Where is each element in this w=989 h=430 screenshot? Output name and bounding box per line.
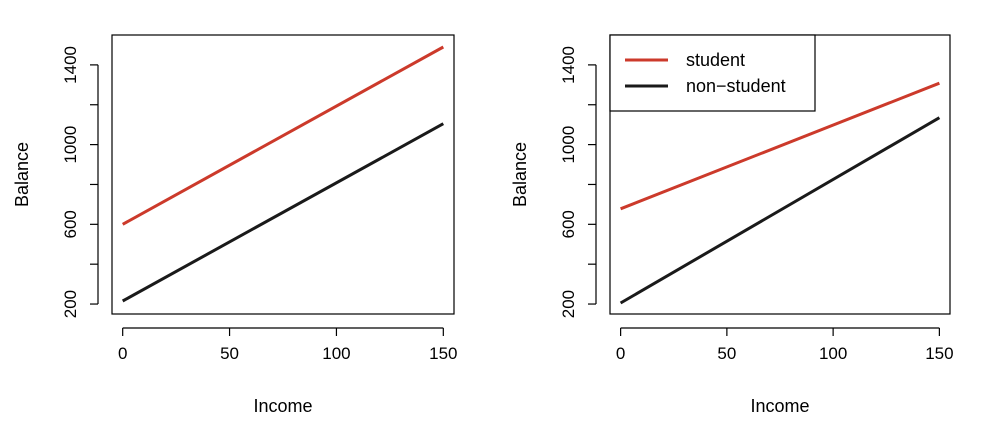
series-line-non-student [619,116,941,305]
y-tick-label: 600 [61,210,80,238]
legend-label: non−student [686,76,786,96]
x-tick-label: 0 [616,344,625,363]
x-tick-label: 100 [322,344,350,363]
x-tick-label: 100 [819,344,847,363]
x-tick-label: 150 [925,344,953,363]
x-tick-label: 50 [220,344,239,363]
x-tick-label: 50 [717,344,736,363]
x-tick-label: 0 [118,344,127,363]
x-axis-title: Income [253,396,312,416]
plot-frame [111,34,455,315]
y-tick-label: 200 [559,290,578,318]
series-line-red [121,45,445,226]
x-axis: 0 50 100 150 [118,327,458,363]
x-tick-label: 150 [429,344,457,363]
series-line-black [121,122,445,303]
x-axis: 0 50 100 150 [616,327,954,363]
right-panel: 0 50 100 150 200 600 1000 1400 Income Balance stud… [510,34,954,416]
y-tick-label: 1400 [559,46,578,84]
y-axis-title: Balance [12,142,32,207]
y-tick-label: 1000 [61,126,80,164]
legend: student non−student [609,34,816,112]
legend-label: student [686,50,745,70]
y-tick-label: 1400 [61,46,80,84]
x-axis-title: Income [750,396,809,416]
legend-box [609,34,816,112]
y-tick-label: 200 [61,290,80,318]
y-axis: 200 600 1000 1400 [61,46,99,318]
y-tick-label: 600 [559,210,578,238]
left-panel: 0 50 100 150 200 600 1000 1400 Income Balance [12,34,458,416]
y-axis: 200 600 1000 1400 [559,46,597,318]
y-axis-title: Balance [510,142,530,207]
series-line-student [620,81,940,211]
y-tick-label: 1000 [559,126,578,164]
